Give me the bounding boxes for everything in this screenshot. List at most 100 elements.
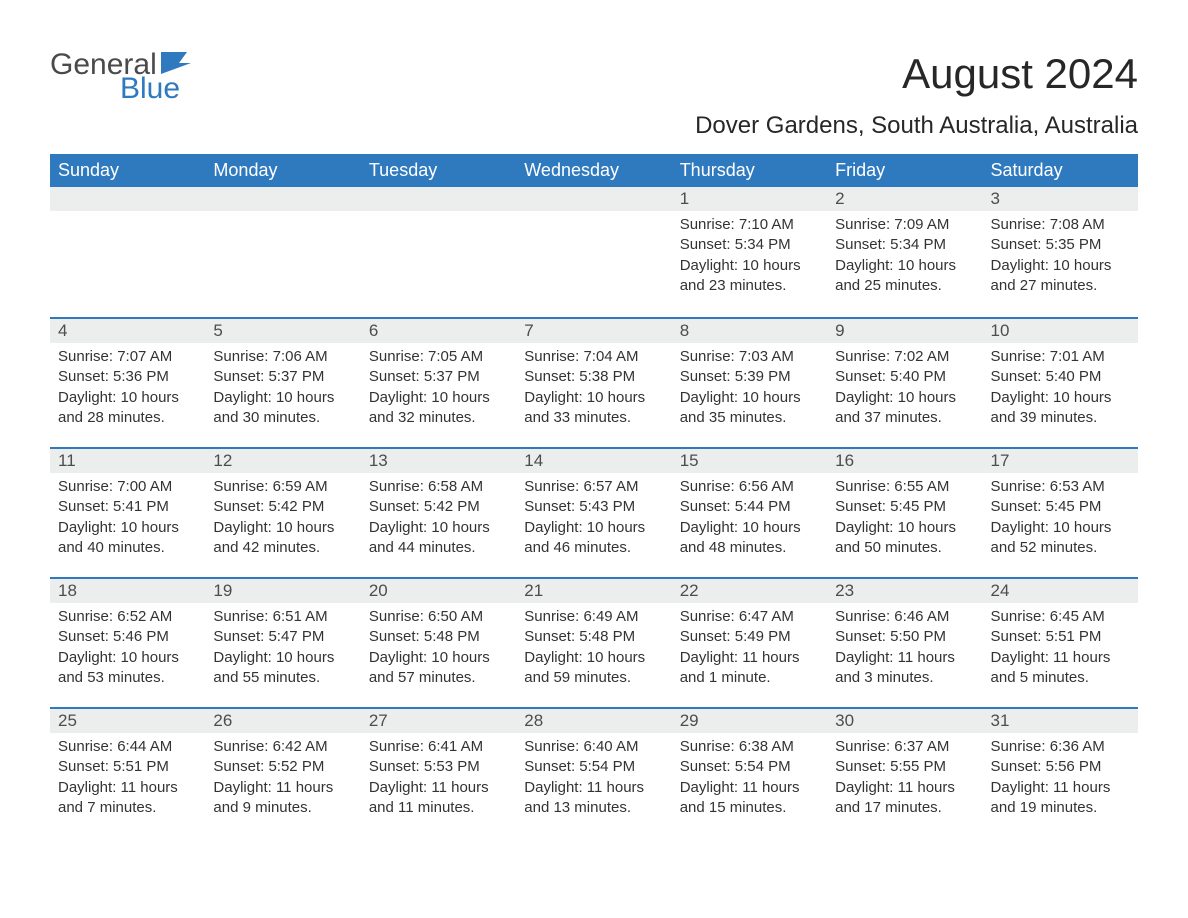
sunset-text: Sunset: 5:54 PM: [680, 757, 819, 777]
day-details: Sunrise: 6:37 AMSunset: 5:55 PMDaylight:…: [827, 733, 982, 826]
calendar-day-cell: 20Sunrise: 6:50 AMSunset: 5:48 PMDayligh…: [361, 577, 516, 707]
day-number-bar: 4: [50, 317, 205, 343]
daylight-text: Daylight: 10 hours and 27 minutes.: [991, 256, 1130, 297]
sunset-text: Sunset: 5:35 PM: [991, 235, 1130, 255]
day-details: Sunrise: 7:02 AMSunset: 5:40 PMDaylight:…: [827, 343, 982, 436]
header: General Blue August 2024 Dover Gardens, …: [50, 50, 1138, 140]
daylight-text: Daylight: 11 hours and 7 minutes.: [58, 778, 197, 819]
day-details: Sunrise: 6:36 AMSunset: 5:56 PMDaylight:…: [983, 733, 1138, 826]
day-header: Thursday: [672, 154, 827, 187]
day-header: Saturday: [983, 154, 1138, 187]
day-details: Sunrise: 7:01 AMSunset: 5:40 PMDaylight:…: [983, 343, 1138, 436]
sunrise-text: Sunrise: 6:50 AM: [369, 607, 508, 627]
calendar-day-cell: 4 Sunrise: 7:07 AMSunset: 5:36 PMDaylight…: [50, 317, 205, 447]
day-number-bar: 23: [827, 577, 982, 603]
daylight-text: Daylight: 11 hours and 15 minutes.: [680, 778, 819, 819]
calendar-week-row: 4Sunrise: 7:07 AMSunset: 5:36 PMDaylight…: [50, 317, 1138, 447]
daylight-text: Daylight: 10 hours and 35 minutes.: [680, 388, 819, 429]
day-details: Sunrise: 6:42 AMSunset: 5:52 PMDaylight:…: [205, 733, 360, 826]
day-number-bar: 10: [983, 317, 1138, 343]
sunrise-text: Sunrise: 6:59 AM: [213, 477, 352, 497]
calendar-day-cell: 29Sunrise: 6:38 AMSunset: 5:54 PMDayligh…: [672, 707, 827, 837]
day-number-bar: 22: [672, 577, 827, 603]
calendar-day-cell: 10Sunrise: 7:01 AMSunset: 5:40 PMDayligh…: [983, 317, 1138, 447]
day-number-bar: [50, 187, 205, 211]
daylight-text: Daylight: 11 hours and 13 minutes.: [524, 778, 663, 819]
sunset-text: Sunset: 5:45 PM: [835, 497, 974, 517]
sunrise-text: Sunrise: 7:02 AM: [835, 347, 974, 367]
calendar-day-cell: 18Sunrise: 6:52 AMSunset: 5:46 PMDayligh…: [50, 577, 205, 707]
calendar-day-cell: 15Sunrise: 6:56 AMSunset: 5:44 PMDayligh…: [672, 447, 827, 577]
sunrise-text: Sunrise: 6:44 AM: [58, 737, 197, 757]
day-details: Sunrise: 7:10 AMSunset: 5:34 PMDaylight:…: [672, 211, 827, 304]
daylight-text: Daylight: 11 hours and 5 minutes.: [991, 648, 1130, 689]
sunrise-text: Sunrise: 7:10 AM: [680, 215, 819, 235]
calendar-day-cell: 19Sunrise: 6:51 AMSunset: 5:47 PMDayligh…: [205, 577, 360, 707]
day-details: Sunrise: 6:44 AMSunset: 5:51 PMDaylight:…: [50, 733, 205, 826]
calendar-day-cell: [516, 187, 671, 317]
sunrise-text: Sunrise: 7:00 AM: [58, 477, 197, 497]
day-number-bar: 8: [672, 317, 827, 343]
daylight-text: Daylight: 10 hours and 23 minutes.: [680, 256, 819, 297]
daylight-text: Daylight: 10 hours and 48 minutes.: [680, 518, 819, 559]
daylight-text: Daylight: 10 hours and 25 minutes.: [835, 256, 974, 297]
daylight-text: Daylight: 10 hours and 33 minutes.: [524, 388, 663, 429]
sunset-text: Sunset: 5:48 PM: [524, 627, 663, 647]
calendar-day-cell: 8Sunrise: 7:03 AMSunset: 5:39 PMDaylight…: [672, 317, 827, 447]
month-title: August 2024: [695, 50, 1138, 98]
day-details: Sunrise: 7:05 AMSunset: 5:37 PMDaylight:…: [361, 343, 516, 436]
day-details: Sunrise: 6:57 AMSunset: 5:43 PMDaylight:…: [516, 473, 671, 566]
daylight-text: Daylight: 11 hours and 9 minutes.: [213, 778, 352, 819]
day-number-bar: 14: [516, 447, 671, 473]
sunset-text: Sunset: 5:39 PM: [680, 367, 819, 387]
day-details: Sunrise: 6:56 AMSunset: 5:44 PMDaylight:…: [672, 473, 827, 566]
sunrise-text: Sunrise: 7:07 AM: [58, 347, 197, 367]
sunset-text: Sunset: 5:42 PM: [369, 497, 508, 517]
daylight-text: Daylight: 10 hours and 30 minutes.: [213, 388, 352, 429]
daylight-text: Daylight: 10 hours and 46 minutes.: [524, 518, 663, 559]
day-number-bar: 13: [361, 447, 516, 473]
sunrise-text: Sunrise: 6:45 AM: [991, 607, 1130, 627]
sunrise-text: Sunrise: 7:04 AM: [524, 347, 663, 367]
daylight-text: Daylight: 10 hours and 52 minutes.: [991, 518, 1130, 559]
daylight-text: Daylight: 10 hours and 28 minutes.: [58, 388, 197, 429]
calendar-day-cell: 21Sunrise: 6:49 AMSunset: 5:48 PMDayligh…: [516, 577, 671, 707]
daylight-text: Daylight: 10 hours and 37 minutes.: [835, 388, 974, 429]
day-header: Tuesday: [361, 154, 516, 187]
sunrise-text: Sunrise: 7:06 AM: [213, 347, 352, 367]
day-details: Sunrise: 6:50 AMSunset: 5:48 PMDaylight:…: [361, 603, 516, 696]
day-number-bar: 16: [827, 447, 982, 473]
sunset-text: Sunset: 5:48 PM: [369, 627, 508, 647]
sunrise-text: Sunrise: 7:05 AM: [369, 347, 508, 367]
day-number-bar: 5: [205, 317, 360, 343]
calendar-day-cell: 17Sunrise: 6:53 AMSunset: 5:45 PMDayligh…: [983, 447, 1138, 577]
sunrise-text: Sunrise: 6:58 AM: [369, 477, 508, 497]
calendar-day-cell: 24Sunrise: 6:45 AMSunset: 5:51 PMDayligh…: [983, 577, 1138, 707]
daylight-text: Daylight: 10 hours and 32 minutes.: [369, 388, 508, 429]
sunset-text: Sunset: 5:36 PM: [58, 367, 197, 387]
day-details: Sunrise: 7:06 AMSunset: 5:37 PMDaylight:…: [205, 343, 360, 436]
day-number-bar: 27: [361, 707, 516, 733]
day-number-bar: 9: [827, 317, 982, 343]
calendar-week-row: 25Sunrise: 6:44 AMSunset: 5:51 PMDayligh…: [50, 707, 1138, 837]
day-details: Sunrise: 6:59 AMSunset: 5:42 PMDaylight:…: [205, 473, 360, 566]
daylight-text: Daylight: 11 hours and 19 minutes.: [991, 778, 1130, 819]
sunset-text: Sunset: 5:37 PM: [369, 367, 508, 387]
sunset-text: Sunset: 5:54 PM: [524, 757, 663, 777]
calendar-day-cell: 27Sunrise: 6:41 AMSunset: 5:53 PMDayligh…: [361, 707, 516, 837]
sunset-text: Sunset: 5:44 PM: [680, 497, 819, 517]
day-details: Sunrise: 6:55 AMSunset: 5:45 PMDaylight:…: [827, 473, 982, 566]
daylight-text: Daylight: 10 hours and 44 minutes.: [369, 518, 508, 559]
sunset-text: Sunset: 5:41 PM: [58, 497, 197, 517]
day-details: Sunrise: 7:03 AMSunset: 5:39 PMDaylight:…: [672, 343, 827, 436]
sunrise-text: Sunrise: 7:03 AM: [680, 347, 819, 367]
day-details: Sunrise: 6:58 AMSunset: 5:42 PMDaylight:…: [361, 473, 516, 566]
logo-text-blue: Blue: [120, 74, 191, 104]
day-number-bar: 31: [983, 707, 1138, 733]
calendar-body: 1Sunrise: 7:10 AMSunset: 5:34 PMDaylight…: [50, 187, 1138, 837]
calendar-day-cell: 6Sunrise: 7:05 AMSunset: 5:37 PMDaylight…: [361, 317, 516, 447]
sunrise-text: Sunrise: 6:52 AM: [58, 607, 197, 627]
sunrise-text: Sunrise: 6:49 AM: [524, 607, 663, 627]
daylight-text: Daylight: 11 hours and 1 minute.: [680, 648, 819, 689]
sunset-text: Sunset: 5:50 PM: [835, 627, 974, 647]
